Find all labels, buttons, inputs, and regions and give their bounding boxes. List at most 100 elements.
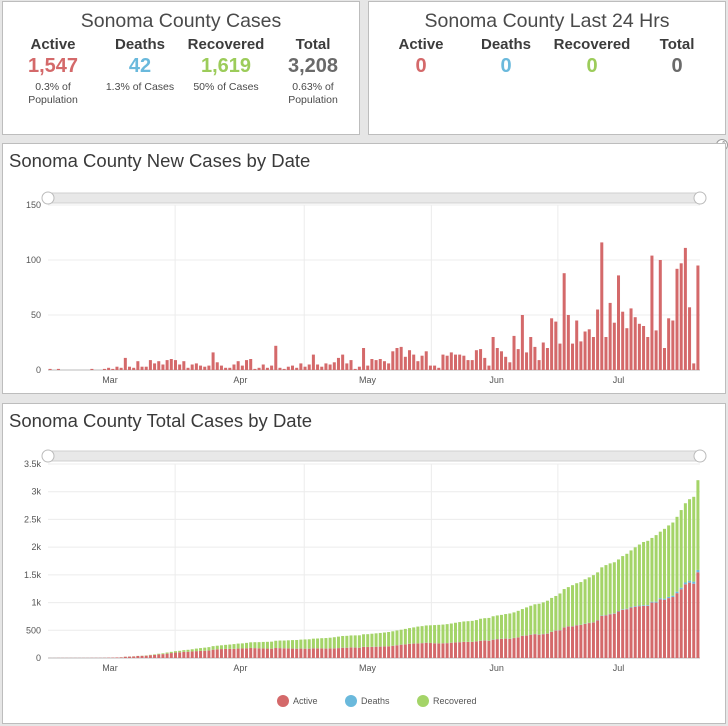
- bar[interactable]: [186, 367, 190, 370]
- bar-deaths[interactable]: [633, 606, 637, 607]
- bar-recovered[interactable]: [169, 651, 173, 654]
- bar-active[interactable]: [604, 615, 608, 658]
- bar-recovered[interactable]: [625, 553, 629, 609]
- bar-recovered[interactable]: [445, 624, 449, 644]
- bar-recovered[interactable]: [316, 638, 320, 649]
- bar-recovered[interactable]: [336, 636, 340, 649]
- bar-active[interactable]: [508, 638, 512, 658]
- bar[interactable]: [115, 366, 119, 370]
- bar-recovered[interactable]: [165, 652, 169, 654]
- bar-active[interactable]: [679, 589, 683, 658]
- bar-active[interactable]: [600, 615, 604, 658]
- bar[interactable]: [119, 367, 123, 370]
- bar-active[interactable]: [207, 650, 211, 658]
- bar-recovered[interactable]: [324, 638, 328, 649]
- bar-active[interactable]: [424, 642, 428, 658]
- bar-active[interactable]: [479, 640, 483, 658]
- bar-recovered[interactable]: [441, 624, 445, 644]
- bar[interactable]: [416, 361, 420, 370]
- bar-deaths[interactable]: [654, 601, 658, 603]
- bar[interactable]: [370, 359, 374, 370]
- bar-deaths[interactable]: [625, 608, 629, 610]
- bar-active[interactable]: [303, 648, 307, 658]
- bar-active[interactable]: [190, 651, 194, 658]
- bar[interactable]: [537, 360, 541, 370]
- bar[interactable]: [265, 367, 269, 370]
- bar-recovered[interactable]: [224, 644, 228, 649]
- bar-recovered[interactable]: [374, 633, 378, 647]
- bar-active[interactable]: [625, 609, 629, 658]
- bar-deaths[interactable]: [658, 598, 662, 600]
- bar-active[interactable]: [466, 641, 470, 658]
- bar[interactable]: [445, 355, 449, 370]
- bar-active[interactable]: [194, 651, 198, 658]
- bar[interactable]: [495, 348, 499, 370]
- bar[interactable]: [403, 356, 407, 370]
- bar[interactable]: [345, 363, 349, 370]
- bar[interactable]: [111, 368, 115, 370]
- bar-recovered[interactable]: [499, 614, 503, 639]
- bar-active[interactable]: [545, 633, 549, 658]
- bar-recovered[interactable]: [245, 642, 249, 649]
- bar-active[interactable]: [144, 655, 148, 658]
- bar-active[interactable]: [437, 643, 441, 658]
- bar-recovered[interactable]: [637, 544, 641, 606]
- bar[interactable]: [165, 360, 169, 370]
- bar[interactable]: [232, 364, 236, 371]
- bar[interactable]: [617, 275, 621, 370]
- bar[interactable]: [245, 360, 249, 370]
- legend-active-icon[interactable]: [277, 695, 289, 707]
- bar[interactable]: [621, 311, 625, 370]
- bar[interactable]: [499, 351, 503, 370]
- bar-recovered[interactable]: [604, 565, 608, 615]
- bar[interactable]: [123, 357, 127, 370]
- bar[interactable]: [600, 242, 604, 370]
- bar[interactable]: [328, 364, 332, 371]
- bar-recovered[interactable]: [629, 550, 633, 607]
- bar[interactable]: [157, 361, 161, 370]
- bar-active[interactable]: [232, 648, 236, 658]
- bar-recovered[interactable]: [474, 620, 478, 642]
- bar[interactable]: [466, 360, 470, 370]
- bar[interactable]: [153, 363, 157, 370]
- bar-active[interactable]: [274, 648, 278, 658]
- bar-active[interactable]: [529, 634, 533, 658]
- bar[interactable]: [508, 362, 512, 370]
- bar-recovered[interactable]: [458, 622, 462, 643]
- bar[interactable]: [332, 362, 336, 370]
- bar-recovered[interactable]: [286, 640, 290, 649]
- bar-active[interactable]: [224, 648, 228, 658]
- bar-active[interactable]: [165, 653, 169, 658]
- legend-recovered-icon[interactable]: [417, 695, 429, 707]
- bar-recovered[interactable]: [403, 628, 407, 645]
- bar[interactable]: [424, 351, 428, 370]
- bar[interactable]: [516, 349, 520, 370]
- bar-active[interactable]: [575, 625, 579, 658]
- bar-recovered[interactable]: [600, 567, 604, 616]
- bar[interactable]: [474, 350, 478, 370]
- bar[interactable]: [56, 368, 60, 370]
- bar-recovered[interactable]: [688, 499, 692, 581]
- bar-deaths[interactable]: [696, 569, 700, 573]
- bar-recovered[interactable]: [349, 635, 353, 648]
- bar-active[interactable]: [349, 647, 353, 658]
- bar-recovered[interactable]: [550, 597, 554, 632]
- bar-recovered[interactable]: [491, 616, 495, 640]
- range-slider-track[interactable]: [42, 192, 706, 204]
- bar-recovered[interactable]: [412, 627, 416, 644]
- bar-recovered[interactable]: [683, 503, 687, 583]
- bar-active[interactable]: [249, 648, 253, 658]
- bar-recovered[interactable]: [332, 637, 336, 649]
- bar[interactable]: [161, 364, 165, 371]
- bar[interactable]: [441, 354, 445, 370]
- bar-recovered[interactable]: [545, 600, 549, 634]
- bar-recovered[interactable]: [178, 650, 182, 653]
- bar[interactable]: [324, 363, 328, 370]
- bar-active[interactable]: [629, 607, 633, 658]
- bar-active[interactable]: [132, 656, 136, 658]
- bar[interactable]: [249, 359, 253, 370]
- bar[interactable]: [679, 263, 683, 370]
- bar[interactable]: [270, 365, 274, 370]
- bar-recovered[interactable]: [617, 559, 621, 611]
- bar-active[interactable]: [433, 643, 437, 658]
